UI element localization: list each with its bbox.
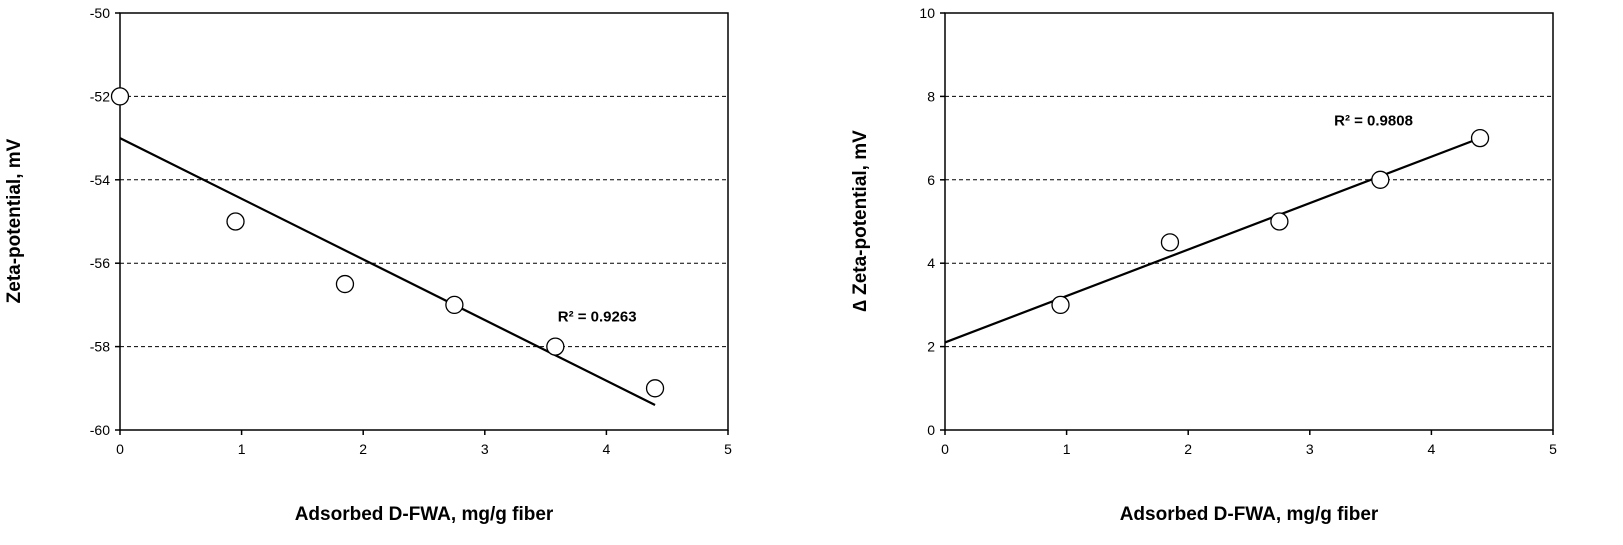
y-tick-label: 10 (919, 5, 935, 21)
data-point (546, 337, 565, 356)
data-point (335, 274, 355, 294)
y-tick-label: 4 (927, 255, 935, 271)
x-tick-label: 5 (724, 441, 732, 457)
x-tick-label: 1 (238, 441, 246, 457)
x-tick-label: 0 (941, 441, 949, 457)
data-point (1051, 295, 1070, 315)
y-tick-label: -56 (90, 255, 110, 271)
y-tick-label: -60 (90, 422, 110, 438)
r-squared-annotation: R² = 0.9808 (1334, 113, 1413, 130)
y-axis-label: ∆ Zeta-potential, mV (850, 130, 871, 312)
y-tick-label: -58 (90, 339, 110, 355)
x-tick-label: 4 (603, 441, 611, 457)
data-point (1470, 128, 1490, 148)
data-point (1270, 212, 1289, 231)
x-tick-label: 5 (1549, 441, 1557, 457)
data-point (1371, 170, 1390, 189)
trendline (944, 137, 1481, 344)
data-point (226, 212, 245, 231)
r-squared-annotation: R² = 0.9263 (558, 309, 637, 326)
y-tick-label: -50 (90, 5, 110, 21)
y-axis-label: Zeta-potential, mV (4, 138, 25, 303)
chart-2: 0 2 4 6 8 10 0 1 2 3 4 5 R² = 0.9808 Adsorbed D-FWA, … (850, 5, 1557, 525)
y-tick-label: 6 (927, 172, 935, 188)
y-tick-label: 0 (927, 422, 935, 438)
y-tick-label: 2 (927, 339, 935, 355)
y-tick-label: -52 (90, 88, 110, 104)
y-tick-label: 8 (927, 88, 935, 104)
data-point (110, 87, 130, 106)
plot-frame (119, 12, 729, 431)
x-axis-label: Adsorbed D-FWA, mg/g fiber (1120, 504, 1379, 525)
y-tick-label: -54 (90, 172, 110, 188)
chart-1: -60 -58 -56 -54 -52 -50 0 1 2 3 4 5 R² = 0.9263 Adsor… (4, 5, 732, 525)
data-point (1160, 233, 1180, 252)
x-tick-label: 0 (116, 441, 124, 457)
data-point (645, 379, 665, 398)
x-tick-label: 1 (1063, 441, 1071, 457)
x-tick-label: 3 (1306, 441, 1314, 457)
x-tick-label: 4 (1428, 441, 1436, 457)
x-tick-label: 2 (1184, 441, 1192, 457)
data-point (445, 295, 464, 315)
x-tick-label: 3 (481, 441, 489, 457)
plot-frame (944, 12, 1554, 431)
trendline (119, 137, 656, 406)
x-tick-label: 2 (359, 441, 367, 457)
x-axis-label: Adsorbed D-FWA, mg/g fiber (295, 504, 554, 525)
